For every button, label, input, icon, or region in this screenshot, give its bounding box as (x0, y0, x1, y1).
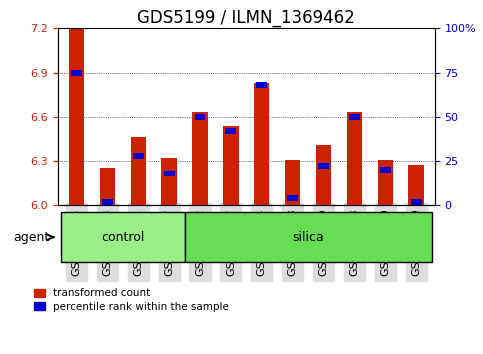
Bar (349, 114, 360, 120)
Bar (287, 195, 298, 201)
Bar (256, 82, 267, 88)
Bar (318, 164, 329, 169)
Bar (316, 145, 331, 205)
Bar (133, 153, 143, 159)
Bar (102, 199, 113, 205)
Bar (192, 113, 208, 205)
FancyBboxPatch shape (61, 212, 185, 262)
Bar (195, 114, 205, 120)
Bar (347, 113, 362, 205)
Bar (71, 70, 82, 75)
Bar (409, 166, 424, 205)
Text: agent: agent (13, 231, 49, 244)
FancyBboxPatch shape (185, 212, 432, 262)
Text: silica: silica (292, 231, 324, 244)
Text: control: control (101, 231, 144, 244)
Bar (99, 169, 115, 205)
Bar (130, 137, 146, 205)
Bar (223, 126, 239, 205)
Legend: transformed count, percentile rank within the sample: transformed count, percentile rank withi… (34, 289, 229, 312)
Bar (411, 199, 422, 205)
Bar (161, 158, 177, 205)
Bar (254, 83, 270, 205)
Bar (285, 160, 300, 205)
Title: GDS5199 / ILMN_1369462: GDS5199 / ILMN_1369462 (138, 9, 355, 27)
Bar (378, 160, 393, 205)
Bar (380, 167, 391, 173)
Bar (226, 128, 236, 134)
Bar (164, 171, 174, 176)
Bar (69, 28, 84, 205)
